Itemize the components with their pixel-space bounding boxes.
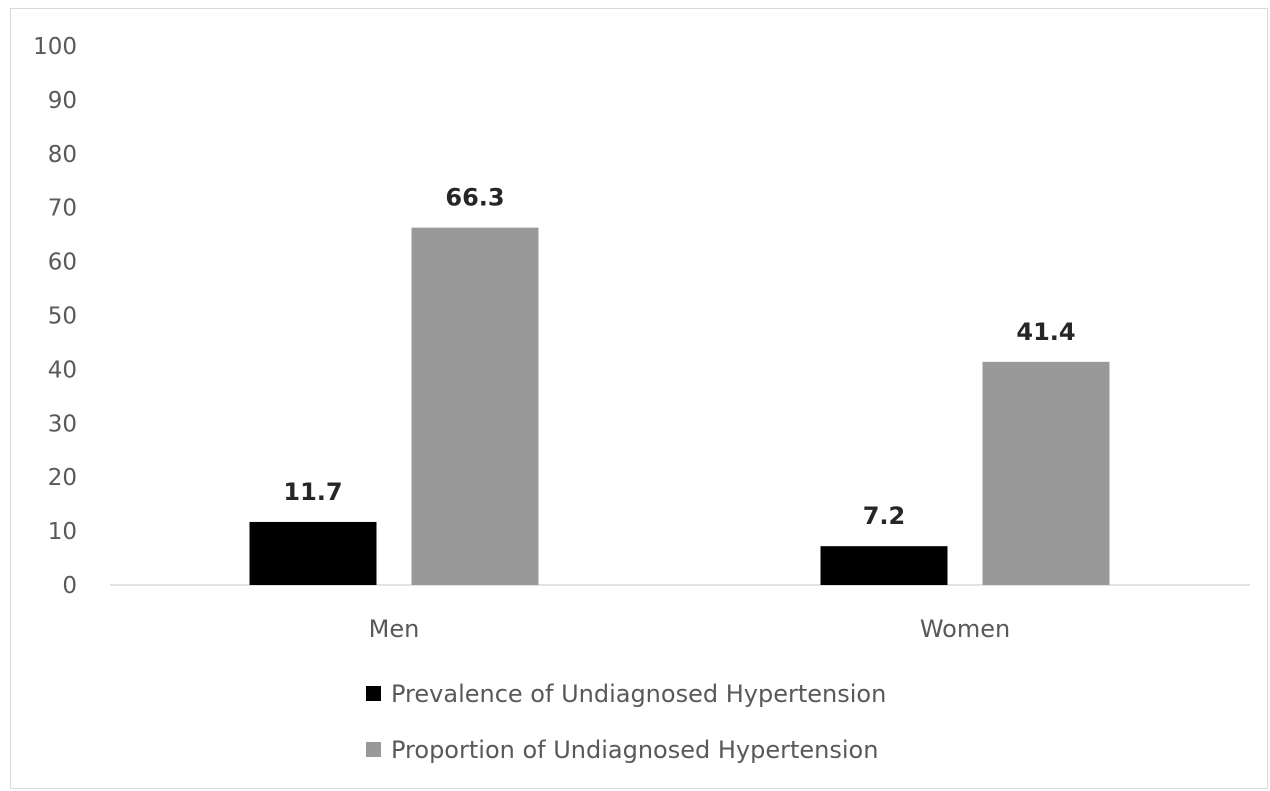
y-tick-label: 70	[48, 196, 77, 222]
bar-men-series-2	[411, 227, 539, 585]
y-tick-label: 20	[48, 465, 77, 491]
bar-men-series-1	[249, 521, 377, 585]
category-labels: Men Women	[369, 615, 1011, 643]
legend-label-2: Proportion of Undiagnosed Hypertension	[391, 736, 878, 764]
y-tick-label: 10	[48, 519, 77, 545]
bars	[249, 227, 1110, 585]
y-tick-label: 30	[48, 411, 77, 437]
legend: Prevalence of Undiagnosed Hypertension Pr…	[366, 680, 886, 764]
y-tick-label: 0	[62, 573, 77, 599]
y-tick-label: 100	[33, 34, 77, 60]
data-labels: 11.7 7.2 66.3 41.4	[283, 184, 1075, 531]
category-label-women: Women	[920, 615, 1010, 643]
category-label-men: Men	[369, 615, 420, 643]
y-tick-label: 50	[48, 304, 77, 330]
data-label: 11.7	[283, 478, 342, 506]
y-tick-label: 90	[48, 88, 77, 114]
legend-swatch-1	[366, 686, 381, 701]
y-tick-label: 80	[48, 142, 77, 168]
data-label: 66.3	[445, 184, 504, 212]
y-tick-label: 40	[48, 357, 77, 383]
bar-women-series-1	[820, 546, 948, 585]
data-label: 7.2	[863, 502, 906, 530]
y-axis-ticks: 0 10 20 30 40 50 60 70 80 90 100	[33, 34, 77, 599]
legend-swatch-2	[366, 742, 381, 757]
y-tick-label: 60	[48, 250, 77, 276]
bar-women-series-2	[982, 361, 1110, 585]
data-label: 41.4	[1016, 318, 1075, 346]
legend-label-1: Prevalence of Undiagnosed Hypertension	[391, 680, 886, 708]
